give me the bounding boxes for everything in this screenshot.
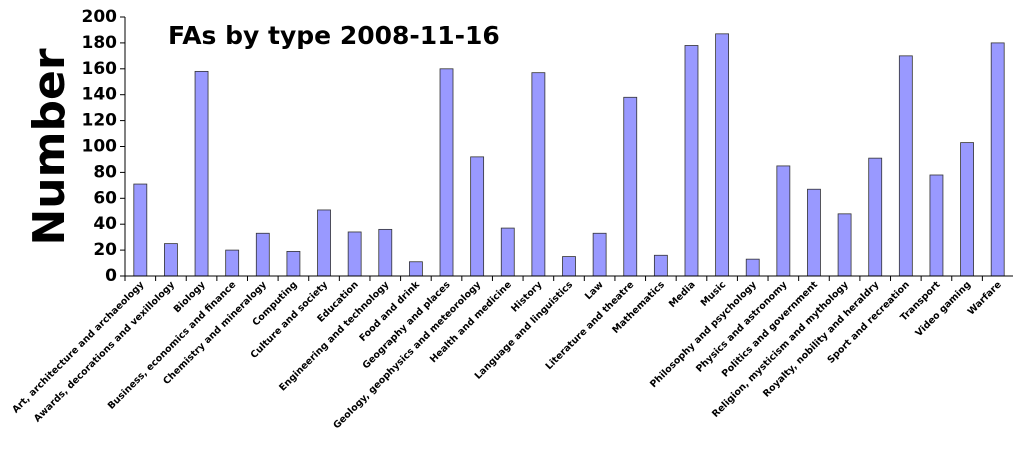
bar [745,258,760,277]
y-tick-label: 60 [93,188,117,208]
bar [990,42,1005,277]
bar [500,227,515,277]
bar [960,142,974,277]
bar [286,250,301,277]
y-axis-label: Number [24,48,75,245]
x-tick-label: Engineering and technology [277,279,392,394]
y-tick-label: 20 [93,240,117,260]
bar [929,174,944,277]
x-tick-label: Music [699,279,729,309]
bar [255,232,270,277]
x-tick-label: Media [667,279,698,310]
bar [164,243,178,277]
bar [807,188,821,277]
bar [837,213,852,277]
bar [715,33,730,277]
bar [317,209,331,277]
bar [684,45,699,277]
y-tick-label: 200 [82,7,118,27]
y-tick-label: 40 [93,214,117,234]
bar [225,249,240,277]
bar [378,228,393,277]
x-tick-label: Law [583,279,606,302]
x-tick-label: Video gaming [913,279,973,339]
bar [653,254,668,277]
y-tick-label: 120 [82,111,118,131]
bar [623,96,638,277]
bar [194,70,209,277]
y-tick-label: 0 [105,266,117,286]
y-tick-label: 80 [93,162,117,182]
bar [898,55,913,277]
chart-title: FAs by type 2008-11-16 [168,21,500,50]
bar [592,232,607,277]
bar [347,231,362,277]
bar [408,261,423,277]
bar [439,68,454,277]
bar [133,183,148,277]
x-tick-label: Warfare [966,279,1004,317]
bar [868,157,883,277]
y-tick-label: 100 [82,137,118,157]
y-tick-label: 180 [82,33,118,53]
x-tick-label: Awards, decorations and vexillology [32,279,178,425]
y-tick-label: 140 [82,85,118,105]
y-tick-label: 160 [82,59,118,79]
bar [531,72,546,277]
bar [562,256,576,277]
x-tick-label: Geology, geophysics and meteorology [331,279,484,432]
bar [776,165,791,277]
bar [470,156,485,277]
